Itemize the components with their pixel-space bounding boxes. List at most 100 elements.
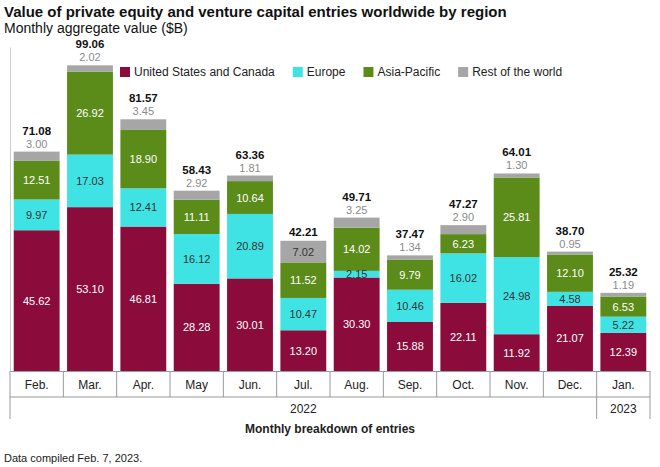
bar-segment (227, 278, 273, 371)
total-label: 64.01 (502, 146, 531, 158)
bar-segment (174, 191, 220, 200)
bar-segment (67, 207, 113, 371)
x-tick-label: Mar. (78, 378, 101, 392)
x-tick-label: Aug. (344, 378, 369, 392)
x-group-label: 2022 (290, 402, 317, 416)
bar-segment (280, 330, 326, 371)
data-label: 10.47 (290, 308, 318, 320)
legend-label: United States and Canada (134, 65, 275, 79)
x-tick-label: Jan. (612, 378, 635, 392)
data-label: 3.00 (26, 138, 47, 150)
x-tick: Jan. (612, 378, 635, 392)
data-label: 6.23 (453, 238, 474, 250)
data-label: 24.98 (503, 290, 531, 302)
data-label: 13.20 (290, 345, 318, 357)
bar-segment (387, 260, 433, 290)
bar-segment (387, 255, 433, 259)
data-label: 10.64 (236, 192, 264, 204)
data-label: 9.79 (399, 269, 420, 281)
bar-segment (494, 334, 540, 371)
subtitle: Monthly aggregate value ($B) (4, 20, 188, 36)
legend-item: Europe (293, 65, 346, 79)
data-label: 25.81 (503, 211, 531, 223)
data-label: 16.02 (450, 272, 478, 284)
total-label: 71.08 (22, 125, 51, 137)
note: Data compiled Feb. 7, 2023. (4, 452, 142, 464)
data-label: 11.92 (503, 347, 530, 359)
bar-segment (67, 65, 113, 71)
data-label: 2.15 (346, 268, 367, 280)
category-separator (383, 371, 384, 397)
data-label: 12.41 (130, 201, 158, 213)
legend-swatch (120, 67, 130, 77)
x-tick: Jun. (239, 378, 262, 392)
category-separator (276, 371, 277, 397)
x-tick: Apr. (133, 378, 154, 392)
bar-segment (227, 176, 273, 182)
bar-segment (174, 284, 220, 371)
bar-segment (600, 333, 646, 371)
data-label: 53.10 (76, 283, 104, 295)
total-label: 99.06 (76, 38, 105, 50)
data-label: 3.25 (346, 204, 367, 216)
x-tick: Jul. (294, 378, 313, 392)
data-label: 2.90 (453, 211, 474, 223)
legend: United States and Canada Europe Asia-Pacif… (120, 65, 562, 79)
data-label: 16.12 (183, 253, 211, 265)
category-separator (10, 371, 11, 419)
x-tick: Dec. (558, 378, 583, 392)
category-separator (223, 371, 224, 397)
total-label: 25.32 (609, 266, 638, 278)
data-label: 10.46 (396, 300, 424, 312)
total-label: 47.27 (449, 198, 478, 210)
category-separator (490, 371, 491, 397)
title: Value of private equity and venture capi… (4, 3, 507, 20)
data-label: 17.03 (76, 175, 104, 187)
y-axis-line (10, 48, 11, 372)
bar-segment (14, 152, 60, 161)
bar-segment (280, 262, 326, 298)
y-axis (10, 48, 11, 372)
bar-segment (120, 130, 166, 188)
bar-segment (120, 188, 166, 226)
bar-segment (120, 119, 166, 130)
bar-segment (334, 228, 380, 271)
row-separator (10, 397, 650, 398)
legend-label: Rest of the world (472, 65, 562, 79)
legend-item: United States and Canada (120, 65, 275, 79)
data-label: 1.19 (613, 279, 634, 291)
x-tick: May (185, 378, 208, 392)
bar-segment (494, 257, 540, 334)
category-separator (543, 371, 544, 397)
bar-segment (280, 298, 326, 330)
x-tick: Sep. (398, 378, 423, 392)
data-label: 21.07 (556, 332, 584, 344)
x-group-label: 2023 (610, 402, 637, 416)
bar-segment (547, 306, 593, 371)
data-label: 18.90 (130, 153, 158, 165)
bar-segment (14, 199, 60, 230)
total-label: 42.21 (289, 226, 318, 238)
x-tick-label: Oct. (452, 378, 474, 392)
data-label: 9.97 (26, 209, 47, 221)
data-label: 12.10 (556, 267, 584, 279)
bar-segment (334, 218, 380, 228)
data-label: 26.92 (76, 107, 104, 119)
data-label: 1.34 (399, 241, 420, 253)
data-label: 30.01 (236, 319, 264, 331)
data-labels: 45.6253.1046.8128.2830.0113.2030.3015.88… (23, 51, 637, 358)
legend-item: Asia-Pacific (363, 65, 440, 79)
x-tick: Aug. (344, 378, 369, 392)
category-separator (596, 371, 597, 419)
x-tick: Nov. (505, 378, 529, 392)
bar-segment (227, 214, 273, 278)
x-tick-label: Apr. (133, 378, 154, 392)
x-axis-title: Monthly breakdown of entries (245, 422, 415, 436)
category-separator (436, 371, 437, 397)
bar-segment (600, 317, 646, 333)
bar-segment (334, 278, 380, 371)
bar-segment (67, 72, 113, 155)
x-tick-label: Feb. (25, 378, 49, 392)
data-label: 0.95 (559, 238, 580, 250)
x-tick: Mar. (78, 378, 101, 392)
